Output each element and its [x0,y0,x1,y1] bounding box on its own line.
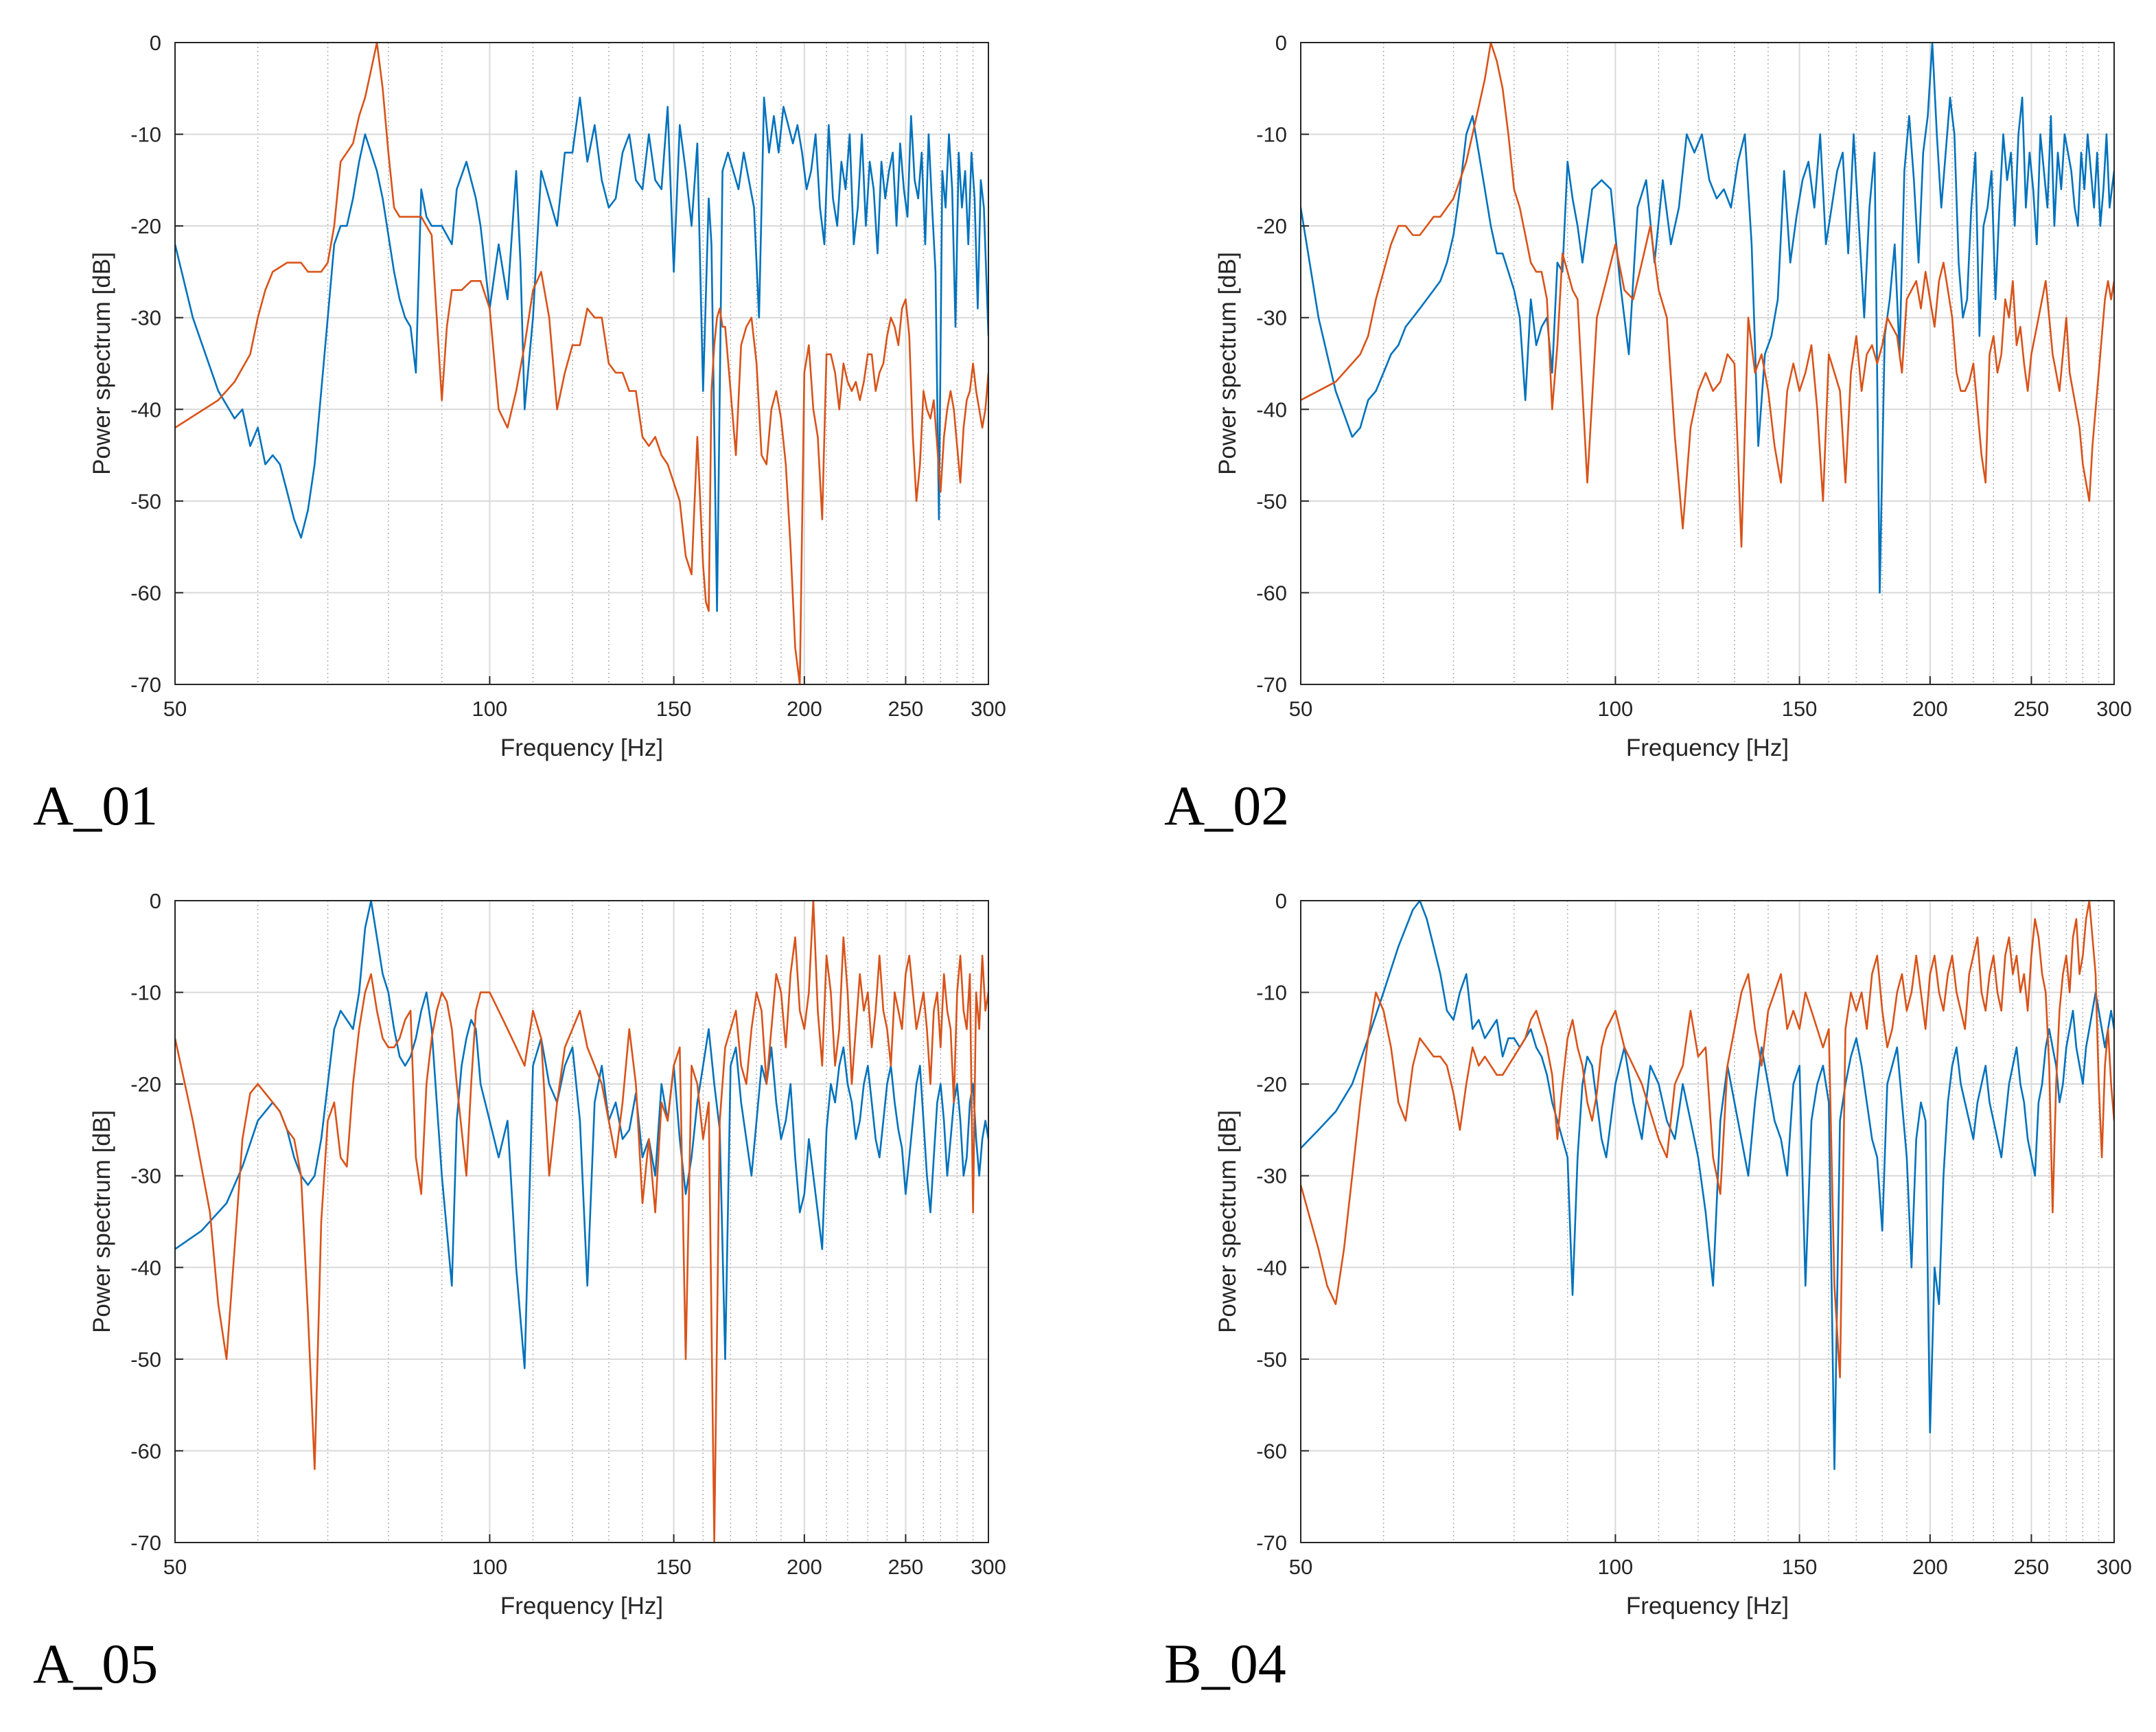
chart-b04: 50 100 150 200 250 300 -70 -60 -50 -40 -30 -20 -10 0 F… [1214,889,2132,1619]
y-tick-label: -20 [1256,1072,1287,1096]
y-tick-label: 0 [1275,31,1287,55]
x-tick-label: 50 [1289,697,1312,721]
x-tick-label: 250 [2014,697,2050,721]
x-tick-label: 200 [1912,1555,1948,1579]
y-tick-label: -40 [1256,397,1287,422]
y-tick-label: -70 [1256,673,1287,697]
axes-box [174,900,989,1543]
y-tick-label: 0 [150,889,161,913]
plot-area [1301,43,2114,684]
x-tick-label: 200 [787,1555,822,1579]
y-tick-label: -20 [130,214,161,238]
x-tick-label: 150 [656,697,692,721]
y-tick-label: -30 [1256,306,1287,330]
y-tick-label: -20 [130,1072,161,1096]
y-tick-label: -40 [130,1256,161,1280]
y-tick-label: -50 [1256,1348,1287,1372]
grid [175,43,988,684]
x-tick-label: 300 [971,1555,1006,1579]
series-line-blue [1301,899,2114,1470]
y-tick-label: -60 [130,581,161,605]
chart-a02: 50 100 150 200 250 300 -70 -60 -50 -40 -30 -20 -10 0 F… [1214,31,2132,761]
x-tick-label: 100 [1598,1555,1634,1579]
x-tick-label: 300 [971,697,1006,721]
x-tick-label: 200 [787,697,822,721]
axes-box [174,42,989,685]
y-tick-label: -20 [1256,214,1287,238]
x-tick-label: 150 [1782,697,1818,721]
y-axis-label: Power spectrum [dB] [1214,252,1241,475]
plot-area [175,901,988,1543]
y-tick-label: -70 [130,673,161,697]
x-tick-label: 100 [1598,697,1634,721]
series-line-orange [175,41,988,686]
x-tick-label: 250 [888,697,924,721]
x-tick-label: 300 [2096,1555,2132,1579]
panel-a01: 50 100 150 200 250 300 -70 -60 -50 -40 -30 -20 -10 0 F… [0,0,1071,858]
panel-a02: 50 100 150 200 250 300 -70 -60 -50 -40 -30 -20 -10 0 F… [1126,0,2156,858]
series-line-orange [175,899,988,1544]
y-axis-label: Power spectrum [dB] [89,252,115,475]
panel-a05: 50 100 150 200 250 300 -70 -60 -50 -40 -30 -20 -10 0 F… [0,858,1071,1716]
x-tick-label: 250 [888,1555,924,1579]
y-tick-label: -70 [130,1531,161,1555]
y-tick-label: -30 [130,1164,161,1188]
x-tick-label: 50 [163,697,187,721]
grid [1301,901,2114,1543]
y-tick-label: 0 [150,31,161,55]
panel-b04: 50 100 150 200 250 300 -70 -60 -50 -40 -30 -20 -10 0 F… [1126,858,2156,1716]
grid [1301,43,2114,684]
y-tick-label: -70 [1256,1531,1287,1555]
panel-label: A_01 [33,774,159,837]
x-tick-label: 100 [472,1555,508,1579]
y-tick-label: -50 [130,489,161,513]
plot-area [175,43,988,684]
series-group [1301,899,2114,1470]
y-tick-label: -60 [1256,1439,1287,1463]
x-tick-label: 100 [472,697,508,721]
panel-label: A_05 [33,1632,159,1695]
series-line-orange [1301,899,2114,1378]
y-tick-label: -30 [1256,1164,1287,1188]
panel-label: A_02 [1164,774,1290,837]
y-tick-label: -50 [1256,489,1287,513]
x-axis-label: Frequency [Hz] [1626,1593,1789,1619]
series-group [175,899,988,1544]
x-tick-label: 50 [163,1555,187,1579]
x-axis-label: Frequency [Hz] [1626,735,1789,761]
chart-a01: 50 100 150 200 250 300 -70 -60 -50 -40 -30 -20 -10 0 F… [89,31,1006,761]
x-tick-label: 150 [656,1555,692,1579]
series-line-blue [175,96,988,612]
y-tick-label: -60 [1256,581,1287,605]
axes-box [1300,900,2115,1543]
y-axis-label: Power spectrum [dB] [1214,1110,1241,1333]
series-line-orange [1301,41,2114,548]
x-tick-label: 150 [1782,1555,1818,1579]
y-axis-label: Power spectrum [dB] [89,1110,115,1333]
panel-label: B_04 [1164,1632,1286,1695]
x-tick-label: 250 [2014,1555,2050,1579]
x-axis-label: Frequency [Hz] [500,1593,663,1619]
y-tick-label: -60 [130,1439,161,1463]
x-tick-label: 300 [2096,697,2132,721]
x-tick-label: 200 [1912,697,1948,721]
y-tick-label: -10 [1256,123,1287,147]
y-tick-label: -10 [130,123,161,147]
axes-box [1300,42,2115,685]
series-line-blue [175,899,988,1370]
y-tick-label: -50 [130,1348,161,1372]
y-tick-label: -30 [130,306,161,330]
y-tick-label: 0 [1275,889,1287,913]
series-line-blue [1301,41,2114,594]
y-tick-label: -10 [1256,981,1287,1005]
y-tick-label: -10 [130,981,161,1005]
y-tick-label: -40 [130,397,161,422]
chart-a05: 50 100 150 200 250 300 -70 -60 -50 -40 -30 -20 -10 0 F… [89,889,1006,1619]
x-tick-label: 50 [1289,1555,1312,1579]
series-group [175,41,988,686]
x-axis-label: Frequency [Hz] [500,735,663,761]
y-tick-label: -40 [1256,1256,1287,1280]
series-group [1301,41,2114,594]
